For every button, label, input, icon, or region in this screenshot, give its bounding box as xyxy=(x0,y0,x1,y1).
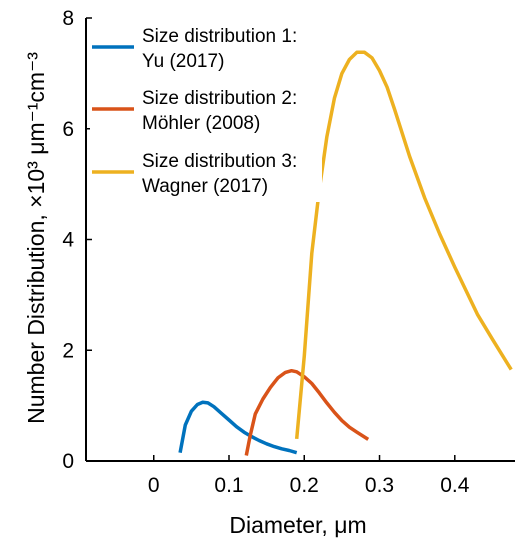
y-tick-label: 8 xyxy=(62,7,74,30)
y-tick-label: 0 xyxy=(62,450,74,473)
legend-entry-3: Size distribution 3: Wagner (2017) xyxy=(90,151,322,202)
legend-entry-background xyxy=(90,27,322,77)
axes: 0 0.1 0.2 0.3 0.4 0 2 4 6 8 xyxy=(62,7,515,497)
legend-label-line2: Yu (2017) xyxy=(142,51,224,72)
y-axis-title: Number Distribution, ×10³ μm⁻¹cm⁻³ xyxy=(23,52,49,424)
series-line-1 xyxy=(178,400,298,455)
x-tick-label: 0.1 xyxy=(214,474,243,497)
legend-label-line2: Möhler (2008) xyxy=(142,113,260,134)
x-axis-title: Diameter, μm xyxy=(229,512,366,538)
legend-entry-background xyxy=(90,152,322,202)
y-tick-label: 4 xyxy=(62,229,74,252)
legend-entry-2: Size distribution 2: Möhler (2008) xyxy=(90,88,322,139)
y-ticks: 0 2 4 6 8 xyxy=(62,7,92,473)
legend: Size distribution 1:Yu (2017)Size distri… xyxy=(90,26,322,202)
y-tick-label: 2 xyxy=(62,339,74,362)
y-tick-label: 6 xyxy=(62,118,74,141)
x-tick-label: 0 xyxy=(148,474,160,497)
x-tick-label: 0.2 xyxy=(290,474,319,497)
legend-entry-background xyxy=(90,89,322,139)
x-tick-label: 0.4 xyxy=(440,474,470,497)
legend-label-line2: Wagner (2017) xyxy=(142,176,268,197)
series-line-3 xyxy=(294,50,513,440)
legend-label-line1: Size distribution 3: xyxy=(142,151,297,172)
x-tick-label: 0.3 xyxy=(365,474,394,497)
legend-label-line1: Size distribution 2: xyxy=(142,88,297,109)
series-line-2 xyxy=(244,368,370,456)
legend-entry-1: Size distribution 1: Yu (2017) xyxy=(90,26,322,77)
legend-label-line1: Size distribution 1: xyxy=(142,26,297,47)
x-ticks: 0 0.1 0.2 0.3 0.4 xyxy=(148,455,470,497)
